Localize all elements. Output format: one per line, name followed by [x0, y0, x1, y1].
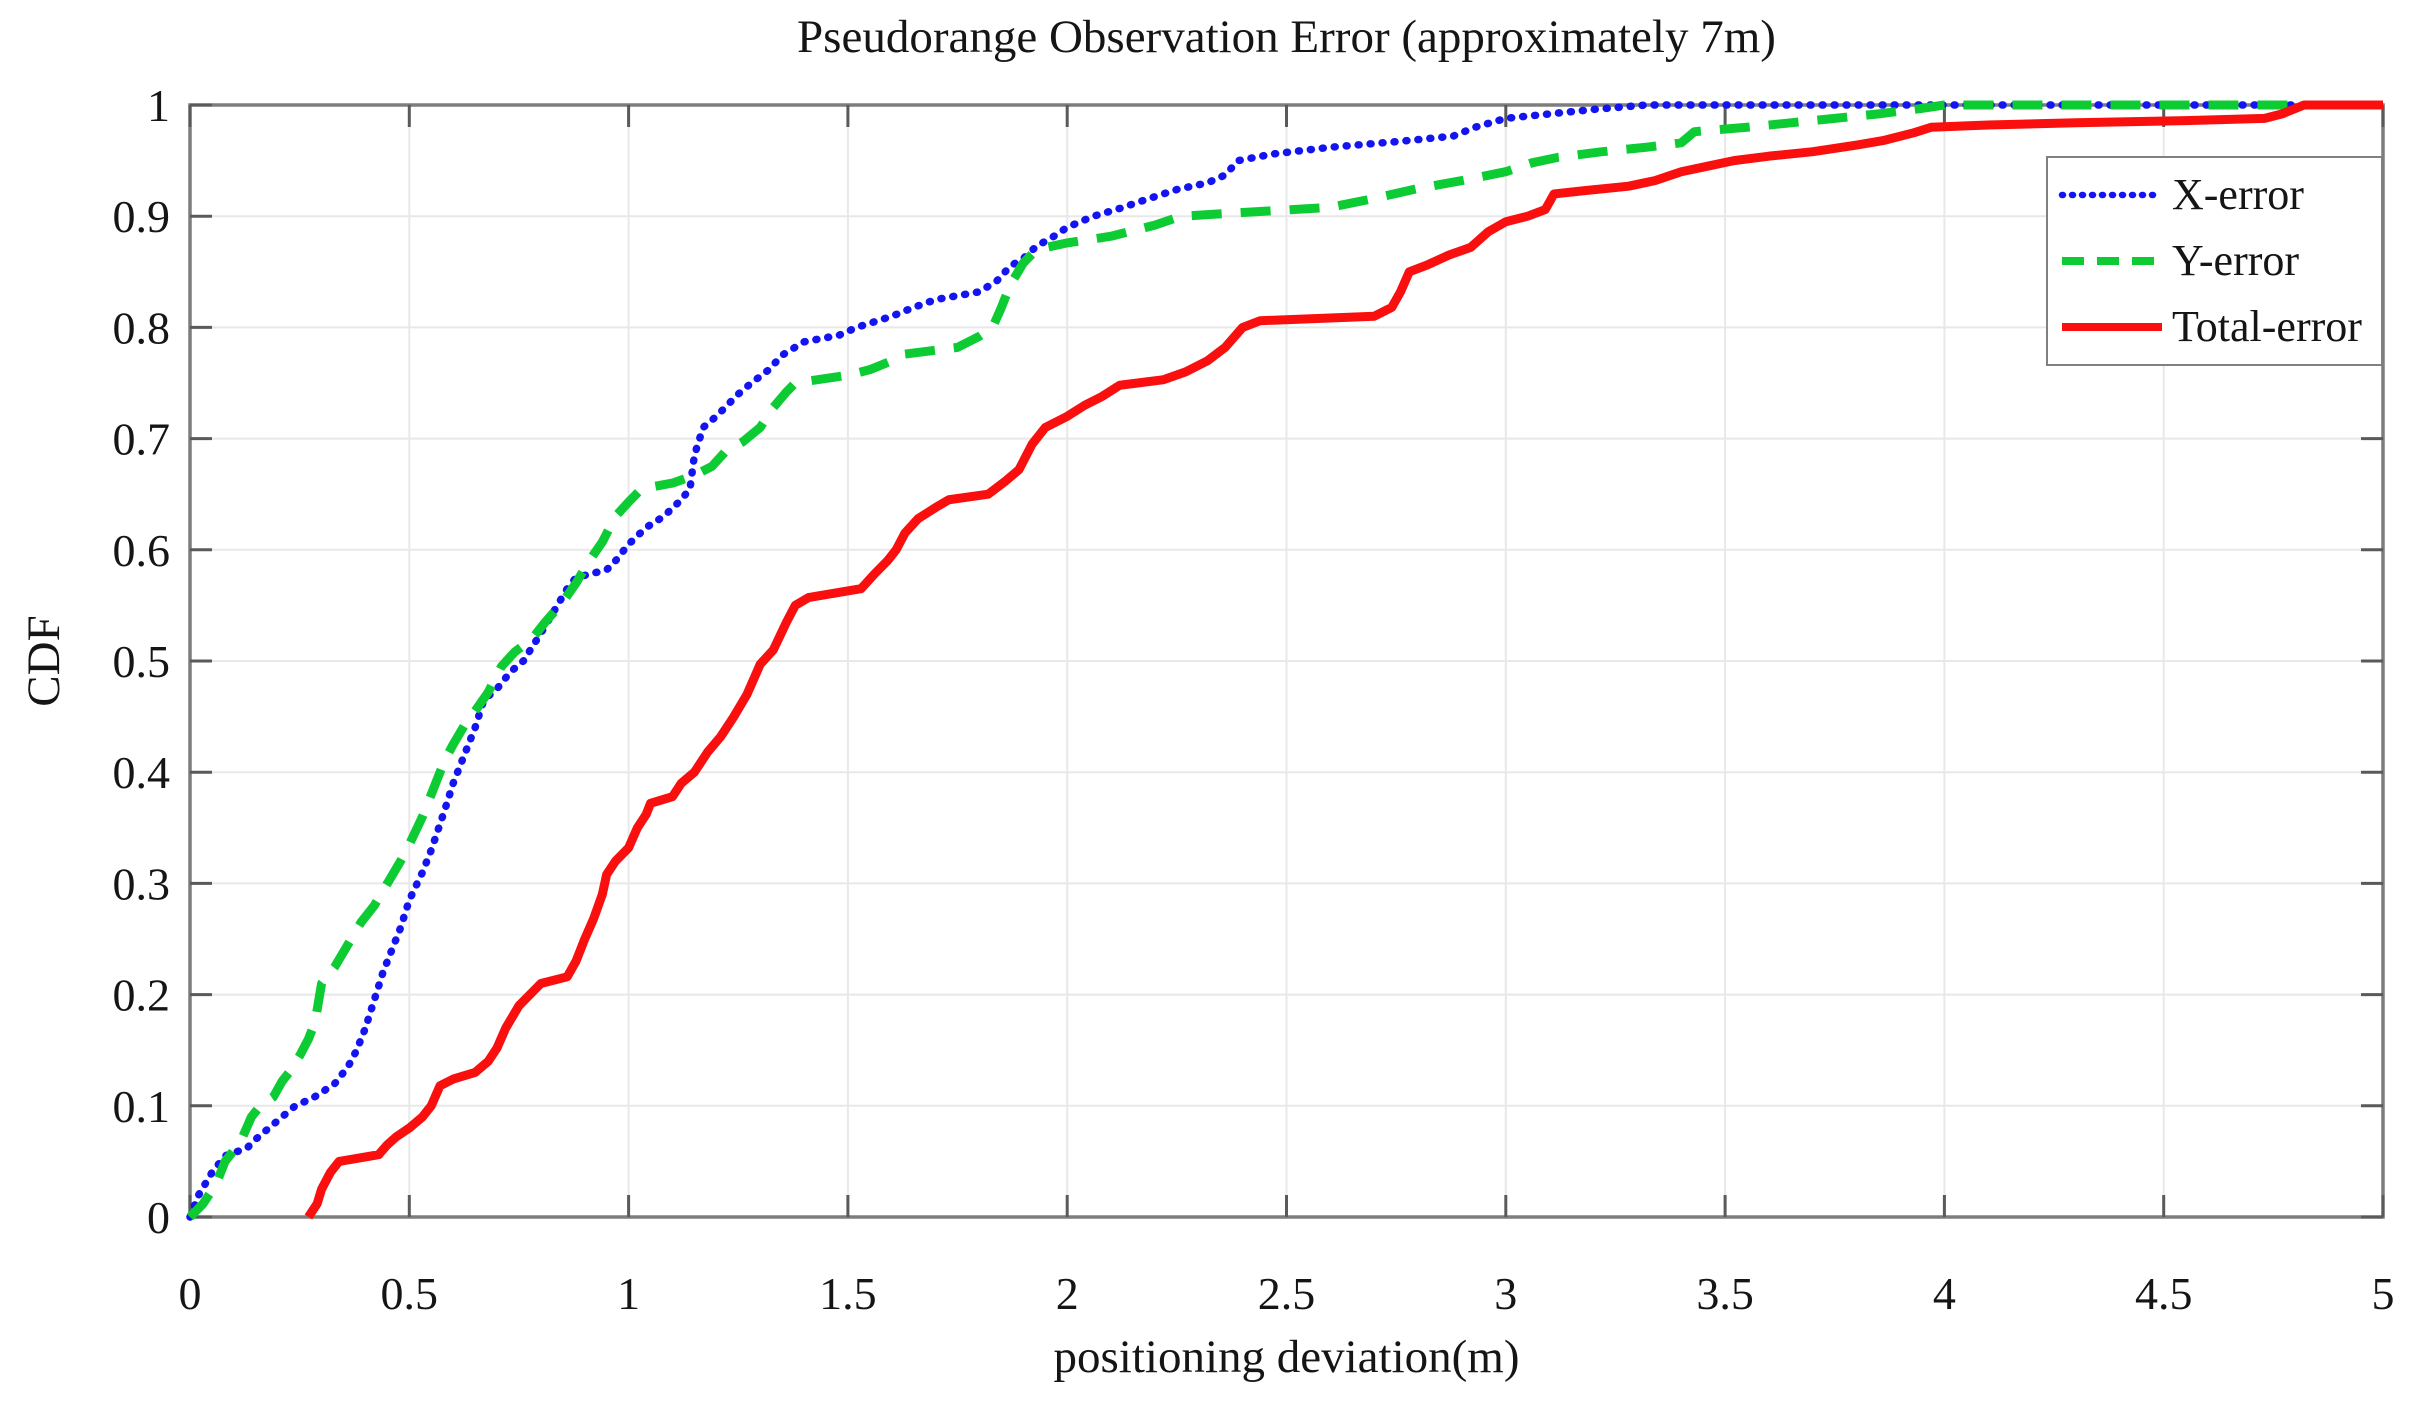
x-tick-label: 4	[1933, 1268, 1956, 1319]
x-axis-label: positioning deviation(m)	[1053, 1331, 1520, 1383]
legend-item-y-error: Y-error	[2048, 230, 2381, 292]
x-tick-label: 0.5	[381, 1268, 439, 1319]
y-tick-label: 0.7	[113, 414, 171, 465]
x-tick-label: 2.5	[1258, 1268, 1316, 1319]
series-line-y-error	[186, 100, 2383, 1221]
y-tick-label: 0.9	[113, 191, 171, 242]
y-tick-label: 0.1	[113, 1081, 171, 1132]
legend-label: Total-error	[2172, 302, 2362, 351]
legend: X-error Y-error Total-error	[2046, 156, 2383, 366]
y-tick-label: 0.4	[113, 747, 171, 798]
legend-item-x-error: X-error	[2048, 164, 2381, 226]
y-tick-label: 0	[147, 1192, 170, 1243]
chart-title: Pseudorange Observation Error (approxima…	[797, 11, 1776, 63]
y-tick-label: 0.2	[113, 970, 171, 1021]
series-line-total-error	[304, 100, 2383, 1220]
y-tick-label: 0.6	[113, 525, 171, 576]
x-tick-label: 3	[1494, 1268, 1517, 1319]
x-tick-label: 1	[617, 1268, 640, 1319]
x-tick-label: 5	[2372, 1268, 2395, 1319]
x-tick-label: 3.5	[1696, 1268, 1754, 1319]
x-tick-label: 4.5	[2135, 1268, 2193, 1319]
total-error-line-sample	[2062, 323, 2162, 331]
x-error-line-sample	[2058, 191, 2166, 199]
x-tick-label: 1.5	[819, 1268, 877, 1319]
series-line-x-error	[186, 101, 2387, 1221]
y-tick-label: 1	[147, 80, 170, 131]
y-error-line-sample	[2062, 257, 2162, 265]
legend-item-total-error: Total-error	[2048, 296, 2381, 358]
y-tick-label: 0.8	[113, 302, 171, 353]
y-axis-label: CDF	[18, 615, 70, 707]
x-tick-label: 2	[1056, 1268, 1079, 1319]
legend-label: Y-error	[2172, 236, 2300, 285]
y-tick-label: 0.5	[113, 636, 171, 687]
legend-label: X-error	[2172, 170, 2304, 219]
x-tick-label: 0	[179, 1268, 202, 1319]
y-tick-label: 0.3	[113, 858, 171, 909]
